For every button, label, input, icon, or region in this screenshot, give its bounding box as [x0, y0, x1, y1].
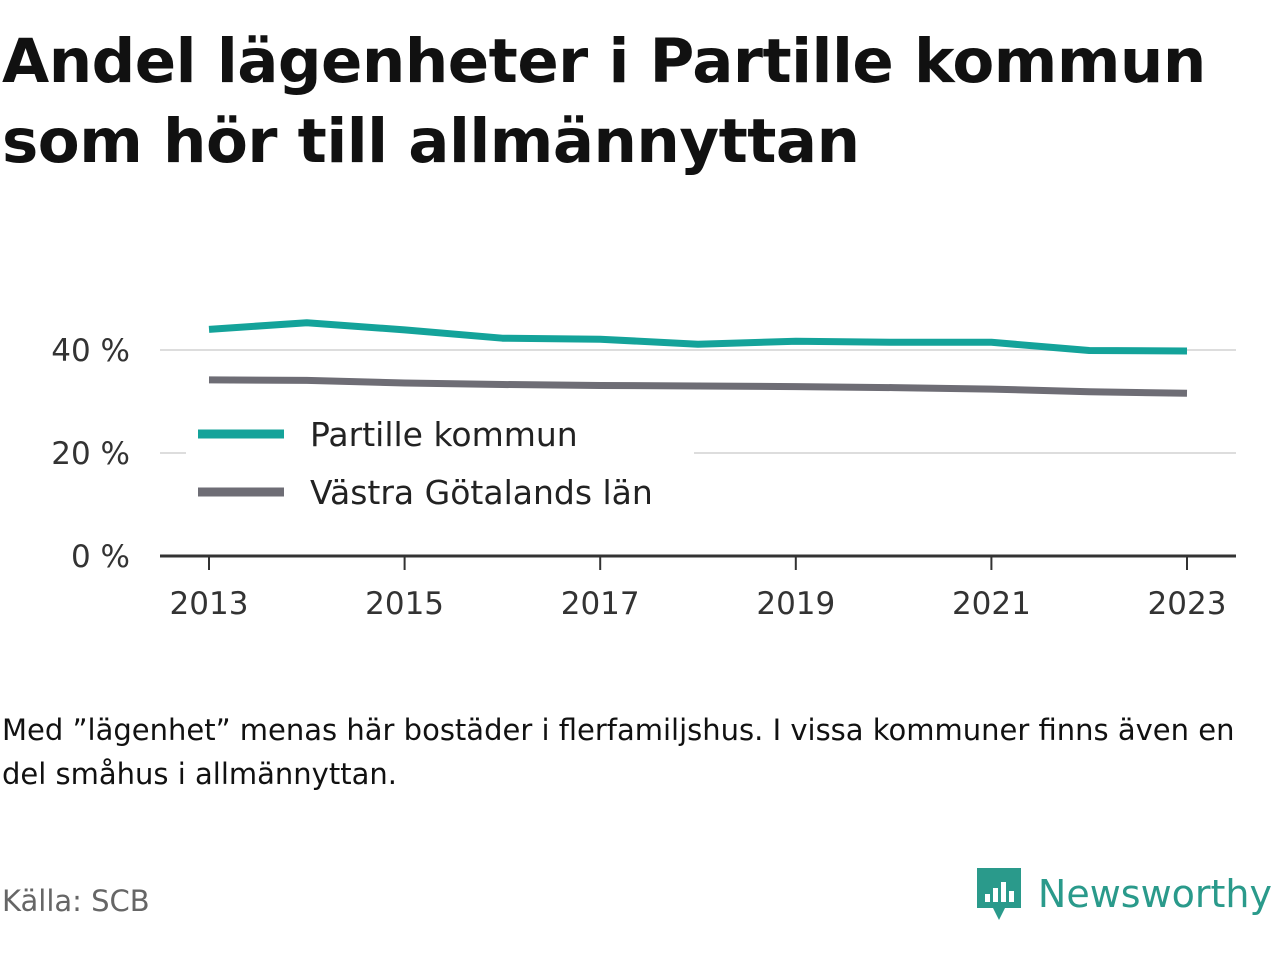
x-tick-label: 2021: [952, 586, 1031, 622]
y-tick-label: 40 %: [51, 333, 130, 369]
source-label: Källa: SCB: [2, 884, 150, 918]
legend: Partille kommun Västra Götalands län: [198, 415, 653, 512]
x-tick-label: 2019: [756, 586, 835, 622]
x-axis-ticks: 2013 2015 2017 2019 2021 2023: [170, 556, 1227, 622]
legend-label-2: Västra Götalands län: [310, 473, 653, 512]
series-line-1: [208, 319, 1188, 355]
legend-label-1: Partille kommun: [310, 415, 578, 454]
y-axis-ticks: 0 % 20 % 40 %: [51, 333, 130, 575]
chart-title: Andel lägenheter i Partille kommun som h…: [2, 26, 1206, 177]
bar-chart-speech-bubble-icon: [976, 868, 1021, 920]
brand-logo: Newsworthy: [974, 862, 1272, 926]
x-tick-label: 2013: [170, 586, 249, 622]
y-tick-label: 20 %: [51, 436, 130, 472]
legend-box: [186, 408, 694, 530]
legend-background: [186, 408, 694, 530]
x-tick-label: 2023: [1148, 586, 1227, 622]
x-tick-label: 2015: [365, 586, 444, 622]
chart-note: Med ”lägenhet” menas här bostäder i fler…: [2, 713, 1235, 791]
x-tick-label: 2017: [561, 586, 640, 622]
series-lines: [208, 319, 1188, 397]
brand-name: Newsworthy: [1037, 872, 1272, 916]
series-line-2: [208, 376, 1188, 397]
y-tick-label: 0 %: [71, 539, 130, 575]
